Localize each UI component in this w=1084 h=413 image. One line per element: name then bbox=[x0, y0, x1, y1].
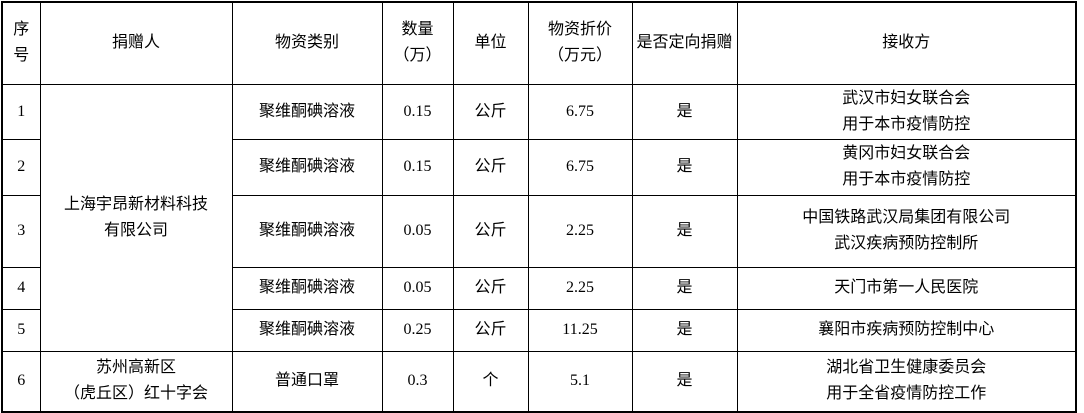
table-row: 3 聚维酮碘溶液 0.05 公斤 2.25 是 中国铁路武汉局集团有限公司 武汉… bbox=[1, 194, 1077, 268]
table-header-row: 序号 捐赠人 物资类别 数量 （万） 单位 物资折价 （万元） 是否定向捐赠 接… bbox=[1, 1, 1077, 85]
cell-quantity: 0.25 bbox=[381, 308, 454, 352]
cell-unit: 公斤 bbox=[452, 266, 529, 310]
cell-directed: 是 bbox=[631, 308, 738, 352]
cell-directed: 是 bbox=[631, 266, 738, 310]
cell-unit: 公斤 bbox=[452, 194, 529, 268]
cell-unit: 个 bbox=[452, 350, 529, 413]
cell-value: 2.25 bbox=[527, 194, 633, 268]
cell-value: 6.75 bbox=[527, 83, 633, 140]
table-row: 2 聚维酮碘溶液 0.15 公斤 6.75 是 黄冈市妇女联合会 用于本市疫情防… bbox=[1, 138, 1077, 196]
header-recipient: 接收方 bbox=[736, 1, 1077, 85]
cell-donor-merged: 上海宇昂新材料科技 有限公司 bbox=[39, 83, 233, 352]
header-unit: 单位 bbox=[452, 1, 529, 85]
cell-value: 11.25 bbox=[527, 308, 633, 352]
cell-unit: 公斤 bbox=[452, 83, 529, 140]
cell-category: 聚维酮碘溶液 bbox=[231, 83, 383, 140]
cell-category: 聚维酮碘溶液 bbox=[231, 308, 383, 352]
cell-directed: 是 bbox=[631, 83, 738, 140]
cell-value: 5.1 bbox=[527, 350, 633, 413]
header-category: 物资类别 bbox=[231, 1, 383, 85]
table-row: 1 上海宇昂新材料科技 有限公司 聚维酮碘溶液 0.15 公斤 6.75 是 武… bbox=[1, 83, 1077, 352]
cell-directed: 是 bbox=[631, 194, 738, 268]
cell-recipient: 中国铁路武汉局集团有限公司 武汉疾病预防控制所 bbox=[736, 194, 1077, 268]
cell-unit: 公斤 bbox=[452, 138, 529, 196]
header-donor: 捐赠人 bbox=[39, 1, 233, 85]
cell-quantity: 0.15 bbox=[381, 138, 454, 196]
cell-recipient: 襄阳市疾病预防控制中心 bbox=[736, 308, 1077, 352]
cell-donor: 苏州高新区 （虎丘区）红十字会 bbox=[39, 350, 233, 413]
cell-quantity: 0.05 bbox=[381, 194, 454, 268]
header-quantity: 数量 （万） bbox=[381, 1, 454, 85]
cell-serial: 3 bbox=[1, 194, 41, 268]
cell-serial: 2 bbox=[1, 138, 41, 196]
cell-directed: 是 bbox=[631, 138, 738, 196]
header-serial: 序号 bbox=[1, 1, 41, 85]
cell-serial: 1 bbox=[1, 83, 41, 140]
cell-quantity: 0.3 bbox=[381, 350, 454, 413]
cell-directed: 是 bbox=[631, 350, 738, 413]
cell-serial: 4 bbox=[1, 266, 41, 310]
cell-quantity: 0.15 bbox=[381, 83, 454, 140]
cell-category: 普通口罩 bbox=[231, 350, 383, 413]
cell-recipient: 武汉市妇女联合会 用于本市疫情防控 bbox=[736, 83, 1077, 140]
header-directed: 是否定向捐赠 bbox=[631, 1, 738, 85]
cell-serial: 5 bbox=[1, 308, 41, 352]
cell-recipient: 黄冈市妇女联合会 用于本市疫情防控 bbox=[736, 138, 1077, 196]
table-row: 4 聚维酮碘溶液 0.05 公斤 2.25 是 天门市第一人民医院 bbox=[1, 266, 1077, 310]
cell-recipient: 天门市第一人民医院 bbox=[736, 266, 1077, 310]
table-row: 5 聚维酮碘溶液 0.25 公斤 11.25 是 襄阳市疾病预防控制中心 bbox=[1, 308, 1077, 352]
header-value: 物资折价 （万元） bbox=[527, 1, 633, 85]
cell-category: 聚维酮碘溶液 bbox=[231, 194, 383, 268]
cell-category: 聚维酮碘溶液 bbox=[231, 266, 383, 310]
table-row: 6 苏州高新区 （虎丘区）红十字会 普通口罩 0.3 个 5.1 是 湖北省卫生… bbox=[1, 350, 1077, 413]
cell-serial: 6 bbox=[1, 350, 41, 413]
cell-quantity: 0.05 bbox=[381, 266, 454, 310]
cell-value: 2.25 bbox=[527, 266, 633, 310]
cell-recipient: 湖北省卫生健康委员会 用于全省疫情防控工作 bbox=[736, 350, 1077, 413]
cell-value: 6.75 bbox=[527, 138, 633, 196]
cell-unit: 公斤 bbox=[452, 308, 529, 352]
cell-category: 聚维酮碘溶液 bbox=[231, 138, 383, 196]
